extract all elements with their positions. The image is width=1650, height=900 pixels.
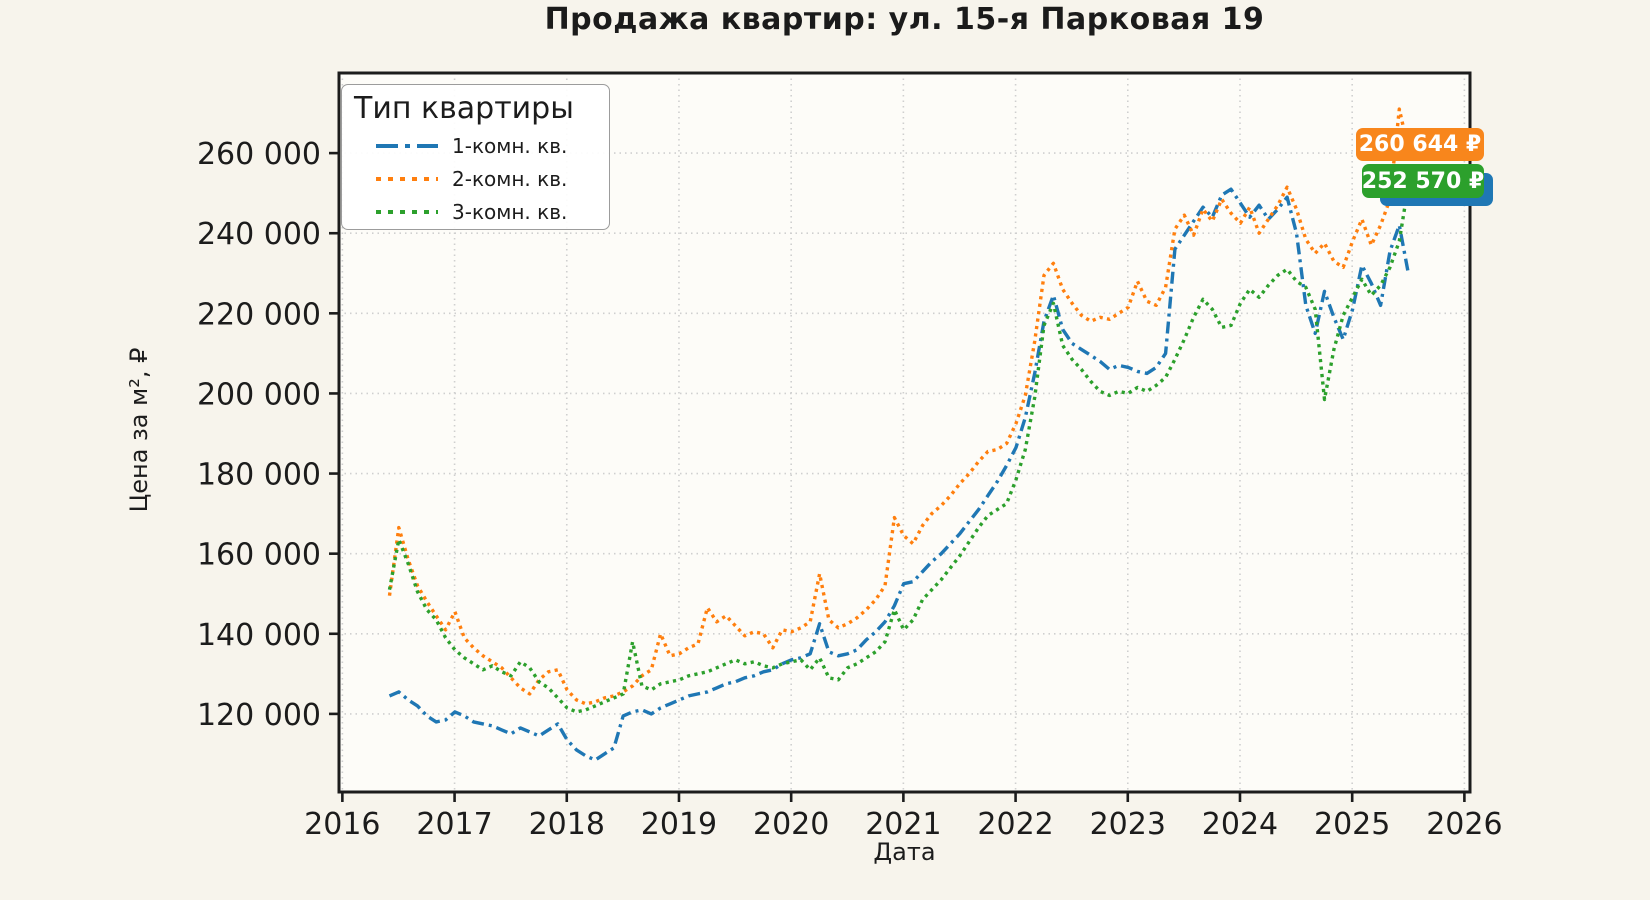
price-badge-3room-value: 252 570 ₽ <box>1361 168 1485 194</box>
y-tick-label: 260 000 <box>197 137 321 172</box>
y-tick-label: 120 000 <box>197 698 321 733</box>
y-tick-label: 160 000 <box>197 538 321 573</box>
legend-label-3room: 3-комн. кв. <box>452 199 568 224</box>
y-tick-label: 140 000 <box>197 618 321 653</box>
x-tick-label: 2021 <box>865 807 941 842</box>
dotted-line-icon <box>376 209 438 214</box>
legend-label-1room: 1-комн. кв. <box>452 133 568 158</box>
x-tick-label: 2025 <box>1314 807 1390 842</box>
x-tick-label: 2024 <box>1202 807 1278 842</box>
legend-title: Тип квартиры <box>354 91 574 126</box>
y-tick-label: 220 000 <box>197 297 321 332</box>
legend-item-1room: 1-комн. кв. <box>354 129 599 162</box>
x-tick-label: 2023 <box>1090 807 1166 842</box>
y-tick-label: 180 000 <box>197 458 321 493</box>
price-badge-3room: 252 570 ₽ <box>1362 164 1484 198</box>
price-badge-2room-value: 260 644 ₽ <box>1358 132 1482 157</box>
x-tick-label: 2016 <box>304 807 380 842</box>
chart-title: Продажа квартир: ул. 15-я Парковая 19 <box>544 2 1265 37</box>
x-tick-label: 2018 <box>529 807 605 842</box>
y-axis-label: Цена за м², ₽ <box>125 347 153 513</box>
legend: Тип квартиры 1-комн. кв. 2-комн. кв. 3-к… <box>341 84 610 230</box>
y-tick-label: 200 000 <box>197 377 321 412</box>
dashdot-line-icon <box>376 143 438 148</box>
legend-item-2room: 2-комн. кв. <box>354 162 599 195</box>
legend-item-3room: 3-комн. кв. <box>354 195 599 228</box>
x-tick-label: 2019 <box>641 807 717 842</box>
series-line-3 <box>387 182 1411 714</box>
x-tick-label: 2022 <box>977 807 1053 842</box>
legend-label-2room: 2-комн. кв. <box>452 166 568 191</box>
price-badge-2room: 260 644 ₽ <box>1356 128 1484 161</box>
dotted-line-icon <box>376 176 438 181</box>
y-tick-label: 240 000 <box>197 217 321 252</box>
x-axis-label: Дата <box>873 838 936 866</box>
x-tick-label: 2026 <box>1426 807 1502 842</box>
x-tick-label: 2017 <box>416 807 492 842</box>
x-tick-label: 2020 <box>753 807 829 842</box>
